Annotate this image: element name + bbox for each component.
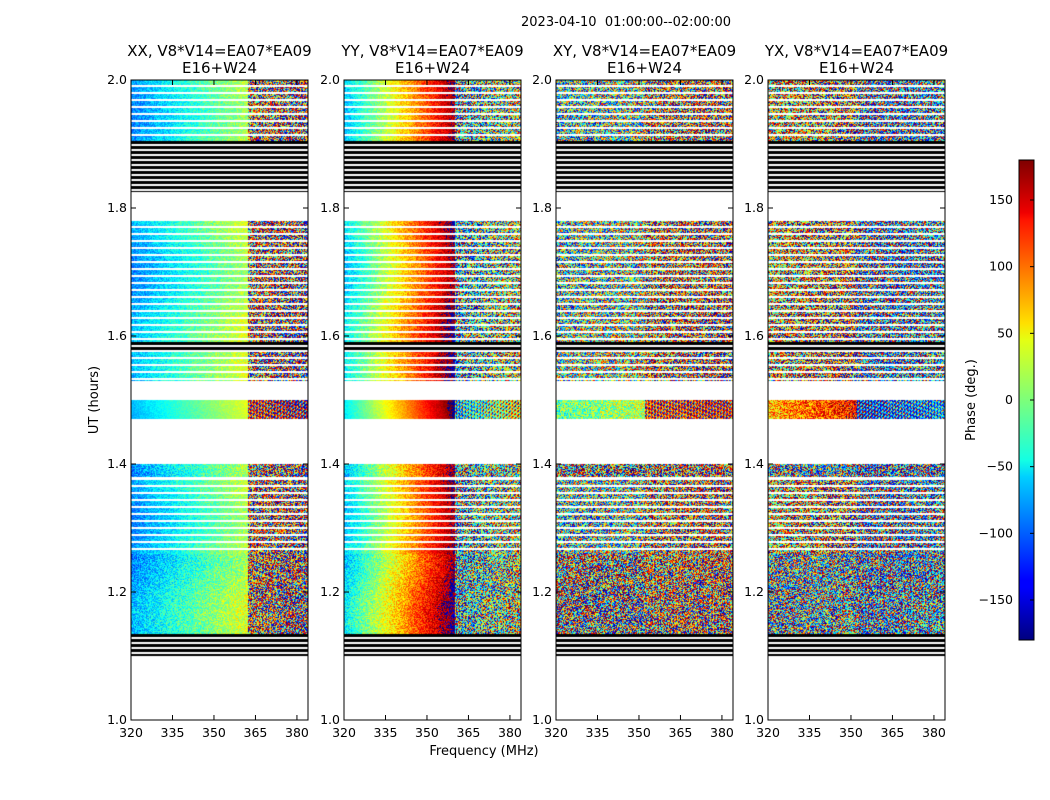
- y-tick-label: 1.8: [107, 200, 127, 215]
- phase-heatmap-canvas: [344, 80, 521, 720]
- panel-title-line1: YY, V8*V14=EA07*EA09: [340, 42, 523, 60]
- y-tick-label: 1.0: [532, 712, 552, 727]
- panel-title-line2: E16+W24: [607, 59, 682, 77]
- x-tick-label: 350: [415, 725, 439, 740]
- figure-super-title: 2023-04-10 01:00:00--02:00:00: [521, 15, 731, 30]
- y-tick-label: 2.0: [532, 72, 552, 87]
- x-tick-label: 365: [881, 725, 905, 740]
- x-tick-label: 350: [202, 725, 226, 740]
- x-tick-label: 335: [374, 725, 398, 740]
- y-tick-label: 1.4: [107, 456, 127, 471]
- panel-frame: [555, 79, 734, 721]
- y-tick-label: 1.6: [744, 328, 764, 343]
- x-tick-label: 380: [922, 725, 946, 740]
- y-tick-label: 1.2: [107, 584, 127, 599]
- phase-heatmap: [556, 80, 733, 720]
- phase-heatmap: [768, 80, 945, 720]
- x-tick-label: 320: [756, 725, 780, 740]
- panels: XX, V8*V14=EA07*EA09E16+W241.01.21.41.61…: [107, 42, 948, 740]
- panel-title-line2: E16+W24: [819, 59, 894, 77]
- x-tick-label: 335: [161, 725, 185, 740]
- phase-heatmap: [131, 80, 308, 720]
- y-axis-label: UT (hours): [87, 366, 102, 434]
- y-tick-label: 1.0: [107, 712, 127, 727]
- x-tick-label: 320: [544, 725, 568, 740]
- panel-frame: [767, 79, 946, 721]
- x-tick-label: 335: [798, 725, 822, 740]
- y-tick-label: 2.0: [744, 72, 764, 87]
- x-tick-label: 380: [498, 725, 522, 740]
- x-tick-label: 365: [669, 725, 693, 740]
- y-tick-label: 1.0: [744, 712, 764, 727]
- y-tick-label: 1.4: [744, 456, 764, 471]
- colorbar-tick-label: 150: [989, 192, 1013, 207]
- colorbar-tick-label: −50: [987, 459, 1013, 474]
- panel-frame: [130, 79, 309, 721]
- y-tick-label: 1.0: [320, 712, 340, 727]
- y-tick-label: 1.2: [744, 584, 764, 599]
- phase-heatmap-canvas: [131, 80, 308, 720]
- colorbar-tick-label: 0: [1005, 392, 1013, 407]
- colorbar-label: Phase (deg.): [964, 359, 979, 441]
- panel-title-line2: E16+W24: [395, 59, 470, 77]
- x-tick-label: 365: [457, 725, 481, 740]
- y-tick-label: 1.4: [320, 456, 340, 471]
- phase-heatmap-canvas: [556, 80, 733, 720]
- x-axis-label: Frequency (MHz): [429, 744, 538, 759]
- panel-title-line2: E16+W24: [182, 59, 257, 77]
- phase-heatmap-canvas: [768, 80, 945, 720]
- panel-title-line1: YX, V8*V14=EA07*EA09: [764, 42, 948, 60]
- y-tick-label: 1.6: [107, 328, 127, 343]
- x-tick-label: 320: [119, 725, 143, 740]
- y-tick-label: 1.6: [532, 328, 552, 343]
- y-tick-label: 1.6: [320, 328, 340, 343]
- x-tick-label: 380: [710, 725, 734, 740]
- y-tick-label: 1.8: [532, 200, 552, 215]
- colorbar-tick-label: 100: [989, 259, 1013, 274]
- x-tick-label: 350: [839, 725, 863, 740]
- panel-title-line1: XY, V8*V14=EA07*EA09: [553, 42, 736, 60]
- x-tick-label: 365: [244, 725, 268, 740]
- y-tick-label: 1.2: [532, 584, 552, 599]
- y-tick-label: 2.0: [107, 72, 127, 87]
- panel-title-line1: XX, V8*V14=EA07*EA09: [127, 42, 311, 60]
- phase-heatmap: [344, 80, 521, 720]
- y-tick-label: 2.0: [320, 72, 340, 87]
- y-tick-label: 1.8: [320, 200, 340, 215]
- colorbar-tick-label: −100: [979, 525, 1013, 540]
- y-tick-label: 1.2: [320, 584, 340, 599]
- x-tick-label: 350: [627, 725, 651, 740]
- y-tick-label: 1.4: [532, 456, 552, 471]
- x-tick-label: 380: [285, 725, 309, 740]
- colorbar-tick-label: 50: [997, 325, 1013, 340]
- colorbar-tick-label: −150: [979, 592, 1013, 607]
- panel-frame: [343, 79, 522, 721]
- x-tick-label: 335: [586, 725, 610, 740]
- y-tick-label: 1.8: [744, 200, 764, 215]
- x-tick-label: 320: [332, 725, 356, 740]
- colorbar: Phase (deg.) 150 100 50 0 −50 −100 −150: [964, 159, 1035, 641]
